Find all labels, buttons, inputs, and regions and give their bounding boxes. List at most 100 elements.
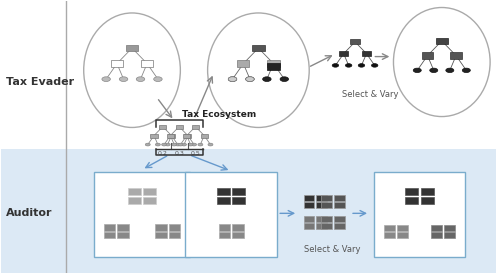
Bar <box>436 38 448 44</box>
Circle shape <box>446 68 454 73</box>
Bar <box>185 172 277 257</box>
Bar <box>321 202 332 208</box>
Bar <box>141 60 153 67</box>
Circle shape <box>208 143 213 146</box>
Bar <box>431 232 442 238</box>
Circle shape <box>262 77 271 81</box>
Circle shape <box>145 143 150 146</box>
Bar <box>217 197 230 204</box>
Bar <box>167 134 174 138</box>
Bar <box>384 232 395 238</box>
Circle shape <box>430 68 438 73</box>
Circle shape <box>102 77 110 81</box>
Bar <box>422 52 433 59</box>
Bar <box>384 224 395 230</box>
Bar <box>339 51 348 56</box>
Circle shape <box>345 64 352 67</box>
Bar <box>317 202 328 208</box>
Bar <box>304 195 315 201</box>
Bar <box>126 45 138 52</box>
Bar <box>128 197 141 204</box>
Ellipse shape <box>83 13 180 127</box>
Bar <box>217 189 230 195</box>
Bar <box>201 134 208 138</box>
Circle shape <box>413 68 421 73</box>
Bar <box>156 224 166 230</box>
Circle shape <box>332 64 338 67</box>
Bar <box>317 216 328 222</box>
Bar <box>267 63 280 70</box>
Circle shape <box>198 143 203 146</box>
Bar <box>156 232 166 238</box>
Circle shape <box>228 77 237 81</box>
Bar <box>93 172 190 257</box>
Bar <box>431 224 442 230</box>
Bar <box>232 232 244 238</box>
Bar <box>334 216 344 222</box>
Circle shape <box>136 77 145 81</box>
Circle shape <box>165 143 170 146</box>
Bar <box>334 202 344 208</box>
Circle shape <box>172 143 176 146</box>
Bar <box>304 202 315 208</box>
Bar <box>267 60 280 67</box>
Circle shape <box>119 77 128 81</box>
Circle shape <box>181 143 186 146</box>
Bar <box>128 189 141 195</box>
Bar <box>175 125 183 129</box>
Bar <box>334 195 344 201</box>
Bar <box>421 197 433 204</box>
Bar <box>317 223 328 229</box>
Bar <box>350 39 360 44</box>
Bar <box>151 134 158 138</box>
Circle shape <box>192 143 196 146</box>
Bar <box>111 60 123 67</box>
Circle shape <box>178 143 183 146</box>
Bar <box>321 195 332 201</box>
Bar <box>0 1 497 149</box>
Bar <box>397 232 408 238</box>
Circle shape <box>462 68 470 73</box>
Bar <box>117 232 129 238</box>
Text: Auditor: Auditor <box>5 208 52 218</box>
Bar <box>304 216 315 222</box>
Ellipse shape <box>394 7 490 116</box>
Bar <box>321 216 332 222</box>
Bar <box>450 52 462 59</box>
Bar <box>233 189 246 195</box>
Bar <box>143 197 156 204</box>
Circle shape <box>371 64 378 67</box>
Bar <box>219 224 230 230</box>
Circle shape <box>246 77 254 81</box>
Bar <box>183 134 190 138</box>
Bar <box>192 125 199 129</box>
Bar <box>232 224 244 230</box>
Text: Select & Vary: Select & Vary <box>341 90 398 99</box>
Text: 0.2: 0.2 <box>158 152 167 156</box>
Circle shape <box>358 64 365 67</box>
Bar <box>168 224 180 230</box>
Bar <box>444 232 455 238</box>
Text: Select & Vary: Select & Vary <box>304 245 360 254</box>
Ellipse shape <box>208 13 309 127</box>
Bar <box>233 197 246 204</box>
Bar <box>252 45 264 52</box>
Text: 0.5: 0.5 <box>190 152 200 156</box>
Bar <box>321 223 332 229</box>
Bar <box>168 232 180 238</box>
Bar <box>317 195 328 201</box>
Bar <box>104 224 115 230</box>
Circle shape <box>228 77 237 81</box>
Bar <box>0 149 497 273</box>
Bar <box>104 232 115 238</box>
Circle shape <box>156 143 161 146</box>
Bar <box>374 172 465 257</box>
Text: Tax Ecosystem: Tax Ecosystem <box>181 110 256 119</box>
Bar <box>397 224 408 230</box>
Bar <box>444 224 455 230</box>
Bar <box>334 223 344 229</box>
Bar <box>304 223 315 229</box>
Bar <box>406 197 418 204</box>
Circle shape <box>175 143 180 146</box>
Bar <box>406 189 418 195</box>
